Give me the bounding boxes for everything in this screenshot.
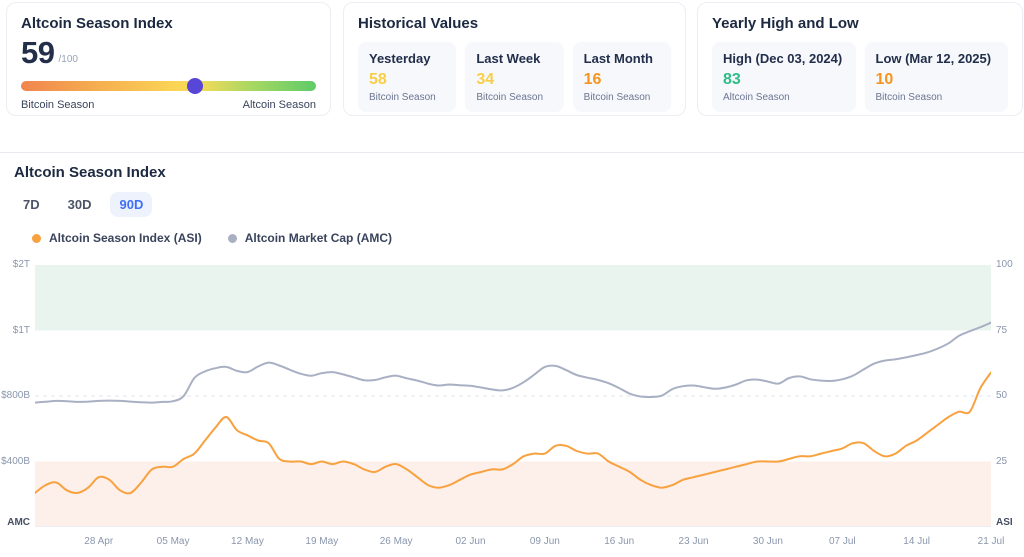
x-axis-label: 26 May bbox=[379, 536, 413, 547]
asi-current-value-row: 59 /100 bbox=[21, 35, 316, 70]
left-axis-tick-label: $2T bbox=[12, 259, 30, 270]
x-axis-label: 28 Apr bbox=[84, 536, 114, 547]
legend-item-asi[interactable]: Altcoin Season Index (ASI) bbox=[32, 231, 202, 245]
asi-max-value: /100 bbox=[58, 54, 78, 65]
stat-label: Last Week bbox=[476, 51, 541, 66]
stat-yearly-high: High (Dec 03, 2024) 83 Altcoin Season bbox=[712, 42, 856, 112]
x-axis-label: 23 Jun bbox=[678, 536, 709, 547]
yearly-stats-row: High (Dec 03, 2024) 83 Altcoin Season Lo… bbox=[712, 42, 1008, 112]
left-axis-title: AMC bbox=[7, 517, 30, 528]
yearly-high-low-title: Yearly High and Low bbox=[712, 15, 859, 32]
stat-label: Yesterday bbox=[369, 51, 431, 66]
stat-caption: Bitcoin Season bbox=[875, 92, 943, 103]
asi-current-value: 59 bbox=[21, 35, 55, 70]
historical-values-card: Historical Values Yesterday 58 Bitcoin S… bbox=[343, 2, 686, 116]
stat-last-week: Last Week 34 Bitcoin Season bbox=[465, 42, 564, 112]
stat-yearly-low: Low (Mar 12, 2025) 10 Bitcoin Season bbox=[864, 42, 1008, 112]
x-axis-label: 05 May bbox=[156, 536, 190, 547]
left-axis-tick-label: $1T bbox=[12, 324, 30, 336]
x-axis-label: 07 Jul bbox=[828, 536, 856, 547]
tab-30d[interactable]: 30D bbox=[59, 192, 101, 217]
right-axis-tick-label: 25 bbox=[996, 455, 1008, 467]
stat-caption: Altcoin Season bbox=[723, 92, 790, 103]
tab-7d[interactable]: 7D bbox=[14, 192, 49, 217]
stat-label: High (Dec 03, 2024) bbox=[723, 51, 843, 66]
amc-legend-label: Altcoin Market Cap (AMC) bbox=[244, 231, 393, 245]
yearly-high-low-card: Yearly High and Low High (Dec 03, 2024) … bbox=[697, 2, 1023, 116]
x-axis-label: 14 Jul bbox=[903, 536, 930, 547]
historical-values-title: Historical Values bbox=[358, 15, 479, 32]
stat-value: 83 bbox=[723, 71, 741, 88]
amc-legend-dot-icon bbox=[227, 233, 237, 243]
stat-label: Last Month bbox=[583, 51, 653, 66]
season-gauge-labels: Bitcoin Season Altcoin Season bbox=[21, 99, 316, 111]
gauge-altcoin-season-label: Altcoin Season bbox=[242, 99, 316, 111]
tab-90d[interactable]: 90D bbox=[110, 192, 153, 217]
right-axis-tick-label: 100 bbox=[996, 259, 1013, 270]
stat-caption: Bitcoin Season bbox=[476, 92, 544, 103]
stat-value: 58 bbox=[369, 71, 387, 88]
gauge-bitcoin-season-label: Bitcoin Season bbox=[21, 99, 95, 111]
asi-legend-label: Altcoin Season Index (ASI) bbox=[49, 231, 202, 245]
left-axis-tick-label: $400B bbox=[1, 455, 30, 467]
x-axis-label: 12 May bbox=[231, 536, 264, 547]
stat-value: 34 bbox=[476, 71, 495, 88]
chart-region: AMC ASI $2T $1T $800B $400B 100 75 50 25 28 Apr 0… bbox=[0, 255, 1024, 557]
x-axis-label: 19 May bbox=[305, 536, 339, 547]
asi-legend-dot-icon bbox=[32, 233, 41, 243]
season-gauge-indicator bbox=[187, 78, 204, 94]
stat-label: Low (Mar 12, 2025) bbox=[875, 51, 992, 66]
asi-gauge-card-title: Altcoin Season Index bbox=[21, 15, 173, 32]
right-axis-tick-label: 75 bbox=[996, 324, 1008, 336]
legend-item-amc[interactable]: Altcoin Market Cap (AMC) bbox=[227, 231, 393, 245]
x-axis-label: 16 Jun bbox=[604, 536, 635, 547]
x-axis-label: 21 Jul bbox=[977, 536, 1005, 547]
stat-yesterday: Yesterday 58 Bitcoin Season bbox=[358, 42, 457, 112]
right-axis-title: ASI bbox=[996, 517, 1013, 528]
stat-value: 10 bbox=[875, 71, 894, 88]
historical-stats-row: Yesterday 58 Bitcoin Season Last Week 34… bbox=[358, 42, 671, 112]
chart-section-title: Altcoin Season Index bbox=[14, 164, 166, 181]
stat-last-month: Last Month 16 Bitcoin Season bbox=[572, 42, 671, 112]
stat-value: 16 bbox=[583, 71, 602, 88]
stat-caption: Bitcoin Season bbox=[369, 92, 436, 103]
x-axis-label: 30 Jun bbox=[752, 536, 783, 547]
season-gauge-track bbox=[21, 78, 316, 94]
left-axis-tick-label: $800B bbox=[1, 390, 30, 401]
stat-caption: Bitcoin Season bbox=[583, 92, 651, 103]
x-axis-label: 09 Jun bbox=[529, 536, 560, 547]
asi-gauge-card: Altcoin Season Index 59 /100 Bitcoin Sea… bbox=[6, 2, 331, 116]
dual-axis-line-chart[interactable] bbox=[35, 265, 991, 527]
timeframe-tabs: 7D 30D 90D bbox=[14, 192, 153, 217]
x-axis-label: 02 Jun bbox=[455, 536, 486, 547]
chart-legend: Altcoin Season Index (ASI) Altcoin Marke… bbox=[32, 231, 392, 245]
right-axis-tick-label: 50 bbox=[996, 390, 1008, 401]
section-divider bbox=[0, 152, 1024, 153]
